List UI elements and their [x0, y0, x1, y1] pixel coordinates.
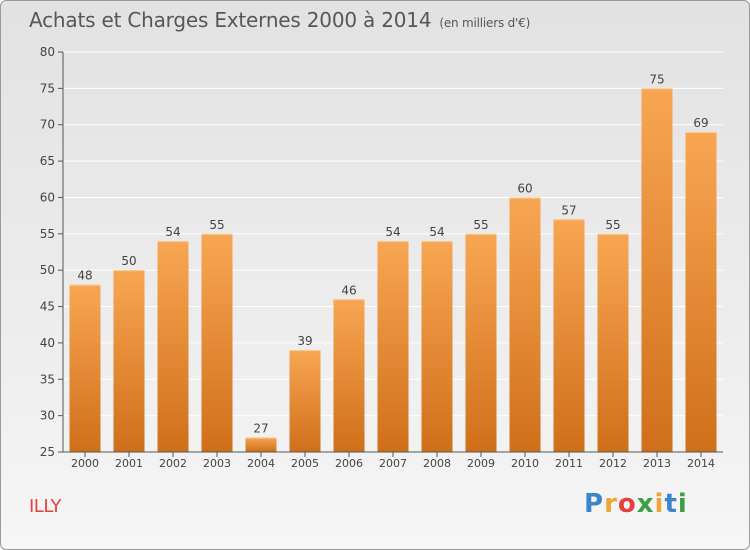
bar-2009: [465, 233, 497, 452]
data-label-2013: 75: [649, 72, 664, 86]
data-labels: 48 50 54 55 27 39 46 54 54 55 60 57 55 75 69: [77, 72, 708, 435]
y-tick-label: 80: [40, 45, 55, 59]
logo-letter: r: [604, 489, 618, 519]
data-label-2008: 54: [429, 225, 444, 239]
logo-letter: x: [636, 489, 655, 519]
x-tick-label: 2004: [247, 457, 275, 470]
x-tick-label: 2012: [599, 457, 627, 470]
x-tick-label: 2001: [115, 457, 143, 470]
proxiti-logo: Proxiti: [584, 489, 688, 519]
bar-2003: [201, 233, 233, 452]
data-label-2007: 54: [385, 225, 400, 239]
logo-letter: P: [584, 489, 605, 519]
bar-2007: [377, 241, 409, 452]
data-label-2002: 54: [165, 225, 180, 239]
bar-2002: [157, 241, 189, 452]
data-label-2011: 57: [561, 203, 576, 217]
data-label-2012: 55: [605, 218, 620, 232]
bar-2005: [289, 350, 321, 452]
bar-2010: [509, 197, 541, 452]
bar-2014: [685, 132, 717, 452]
y-tick-label: 60: [40, 190, 55, 204]
y-tick-label: 55: [40, 227, 55, 241]
chart-title: Achats et Charges Externes 2000 à 2014 (e…: [29, 8, 530, 32]
bar-2004: [245, 437, 277, 452]
y-tick-label: 35: [40, 372, 55, 386]
x-tick-label: 2009: [467, 457, 495, 470]
data-label-2010: 60: [517, 181, 532, 195]
city-name: ILLY: [29, 496, 61, 517]
logo-letter: i: [677, 489, 688, 519]
chart-unit-label: (en milliers d'€): [439, 16, 531, 30]
bar-2001: [113, 270, 145, 452]
data-label-2003: 55: [209, 218, 224, 232]
data-label-2009: 55: [473, 218, 488, 232]
y-tick-label: 40: [40, 336, 55, 350]
data-label-2004: 27: [253, 421, 268, 435]
x-tick-label: 2003: [203, 457, 231, 470]
x-tick-label: 2000: [71, 457, 99, 470]
data-label-2005: 39: [297, 334, 312, 348]
x-tick-label: 2014: [687, 457, 715, 470]
data-label-2001: 50: [121, 254, 136, 268]
bar-2008: [421, 241, 453, 452]
bar-2012: [597, 233, 629, 452]
y-tick-label: 70: [40, 118, 55, 132]
x-tick-label: 2007: [379, 457, 407, 470]
y-tick-label: 50: [40, 263, 55, 277]
axes: 25 30 35 40 45 50 55 60 65 70 75 80 2000 2001 2002 2003…: [40, 45, 723, 470]
y-tick-label: 30: [40, 409, 55, 423]
bars: [69, 88, 717, 452]
logo-letter: t: [664, 489, 678, 519]
x-tick-label: 2002: [159, 457, 187, 470]
logo-letter: i: [654, 489, 665, 519]
y-tick-label: 65: [40, 154, 55, 168]
data-label-2006: 46: [341, 283, 356, 297]
y-tick-label: 45: [40, 300, 55, 314]
chart-title-text: Achats et Charges Externes 2000 à 2014: [29, 8, 432, 32]
logo-letter: o: [617, 489, 637, 519]
bar-2013: [641, 88, 673, 452]
data-label-2014: 69: [693, 116, 708, 130]
bar-2011: [553, 219, 585, 452]
x-tick-label: 2011: [555, 457, 583, 470]
x-tick-label: 2006: [335, 457, 363, 470]
x-tick-label: 2010: [511, 457, 539, 470]
data-label-2000: 48: [77, 269, 92, 283]
x-tick-label: 2005: [291, 457, 319, 470]
x-tick-label: 2008: [423, 457, 451, 470]
y-tick-label: 75: [40, 81, 55, 95]
x-tick-label: 2013: [643, 457, 671, 470]
bar-2006: [333, 299, 365, 452]
y-tick-label: 25: [40, 445, 55, 459]
bar-2000: [69, 284, 101, 452]
